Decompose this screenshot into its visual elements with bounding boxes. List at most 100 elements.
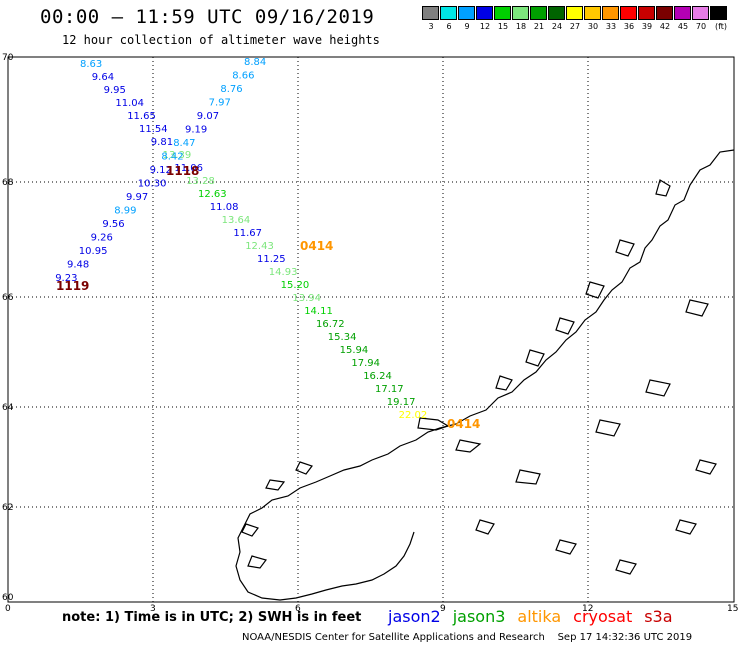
wave-height-label: 13.28 (186, 176, 215, 187)
x-tick-label: 12 (582, 604, 593, 614)
y-tick-label: 64 (2, 403, 14, 413)
plot-frame (7, 56, 735, 603)
color-scale-labels: 3 6 9 12 15 18 21 24 27 30 33 36 39 42 45 70 (ft) (422, 22, 732, 31)
wave-height-label: 15.20 (281, 280, 310, 291)
color-scale-legend (422, 6, 728, 26)
y-tick-label: 70 (2, 53, 14, 63)
wave-height-label: 8.84 (244, 57, 266, 68)
y-tick-label: 68 (2, 178, 14, 188)
wave-height-label: 7.97 (209, 98, 231, 109)
wave-height-label: 11.04 (115, 98, 144, 109)
legend-label: 12 (479, 22, 491, 31)
wave-height-label: 16.72 (316, 319, 345, 330)
legend-swatch (674, 6, 691, 20)
satellite-cryosat: cryosat (573, 607, 633, 626)
x-tick-label: 6 (295, 604, 301, 614)
wave-height-label: 12.63 (198, 189, 227, 200)
legend-label: 3 (428, 22, 434, 31)
x-tick-label: 3 (150, 604, 156, 614)
legend-swatch (620, 6, 637, 20)
wave-height-label: 17.17 (375, 384, 404, 395)
legend-label: 27 (569, 22, 581, 31)
legend-swatch (584, 6, 601, 20)
pass-time-labels: 1118 1119 0414 0414 (56, 164, 480, 431)
wave-height-label: 8.76 (220, 84, 242, 95)
legend-label: 45 (677, 22, 689, 31)
y-tick-label: 66 (2, 293, 14, 303)
wave-height-label: 9.48 (67, 260, 89, 271)
legend-swatch (692, 6, 709, 20)
wave-height-label: 8.63 (80, 59, 102, 70)
legend-swatch (458, 6, 475, 20)
legend-label: 70 (695, 22, 707, 31)
credit-line: NOAA/NESDIS Center for Satellite Applica… (242, 632, 692, 643)
wave-height-label: 9.19 (185, 125, 207, 136)
wave-height-label: 8.66 (232, 71, 254, 82)
wave-height-label: 9.12 (150, 165, 172, 176)
legend-label: 42 (659, 22, 671, 31)
wave-height-label: 9.07 (197, 111, 219, 122)
legend-swatch (530, 6, 547, 20)
wave-height-label: 9.97 (126, 192, 148, 203)
legend-label: (ft) (714, 22, 728, 31)
pass-time-label: 0414 (300, 239, 333, 253)
coastline (235, 149, 735, 601)
wave-height-label: 11.08 (210, 202, 239, 213)
wave-height-label: 14.11 (304, 306, 333, 317)
wave-height-label: 22.02 (399, 410, 428, 421)
wave-height-label: 9.95 (104, 85, 126, 96)
wave-height-label: 11.25 (257, 254, 286, 265)
wave-height-label: 10.95 (79, 246, 108, 257)
graticule (8, 57, 734, 602)
wave-height-label: 16.24 (363, 371, 392, 382)
legend-swatch (710, 6, 727, 20)
legend-swatch (476, 6, 493, 20)
satellite-jason3: jason3 (452, 607, 506, 626)
legend-label: 6 (446, 22, 452, 31)
legend-swatch (638, 6, 655, 20)
x-tick-label: 15 (727, 604, 738, 614)
legend-swatch (422, 6, 439, 20)
wave-height-label: 11.67 (233, 228, 262, 239)
wave-height-label: 8.47 (173, 138, 195, 149)
x-axis-labels: 0 3 6 9 12 15 (5, 604, 738, 614)
pass-time-label: 1118 (166, 164, 199, 178)
legend-label: 15 (497, 22, 509, 31)
wave-height-label: 9.56 (102, 219, 124, 230)
wave-height-label: 14.93 (269, 267, 298, 278)
y-tick-label: 60 (2, 593, 14, 603)
wave-height-label: 9.26 (91, 233, 113, 244)
map-title: 00:00 – 11:59 UTC 09/16/2019 (40, 6, 375, 28)
x-tick-label: 9 (440, 604, 446, 614)
pass-time-label: 1119 (56, 279, 89, 293)
wave-height-label: 11.65 (127, 111, 156, 122)
wave-height-label: 19.17 (387, 397, 416, 408)
legend-label: 39 (641, 22, 653, 31)
track-nw-se: 8.63 9.64 9.95 11.04 11.65 11.54 9.81 13.39 11.0… (80, 59, 427, 421)
wave-height-label: 9.64 (92, 72, 114, 83)
satellite-altika: altika (517, 607, 562, 626)
legend-swatch (602, 6, 619, 20)
credit-text: NOAA/NESDIS Center for Satellite Applica… (242, 632, 545, 643)
wave-height-label: 11.54 (139, 124, 168, 135)
y-axis-labels: 70 68 66 64 62 60 (2, 53, 14, 603)
wave-height-label: 10.30 (138, 179, 167, 190)
legend-swatch (494, 6, 511, 20)
legend-label: 36 (623, 22, 635, 31)
wave-height-label: 15.34 (328, 332, 357, 343)
wave-height-label: 8.42 (161, 152, 183, 163)
satellite-legend: jason2 jason3 altika cryosat s3a (388, 607, 685, 626)
wave-height-label: 17.94 (351, 358, 380, 369)
satellite-s3a: s3a (644, 607, 673, 626)
wave-height-label: 9.81 (151, 137, 173, 148)
x-tick-label: 0 (5, 604, 11, 614)
legend-swatch (512, 6, 529, 20)
legend-label: 9 (464, 22, 470, 31)
map-subtitle: 12 hour collection of altimeter wave hei… (62, 33, 380, 47)
legend-label: 33 (605, 22, 617, 31)
pass-time-label: 0414 (447, 417, 480, 431)
legend-label: 24 (551, 22, 563, 31)
legend-swatch (566, 6, 583, 20)
